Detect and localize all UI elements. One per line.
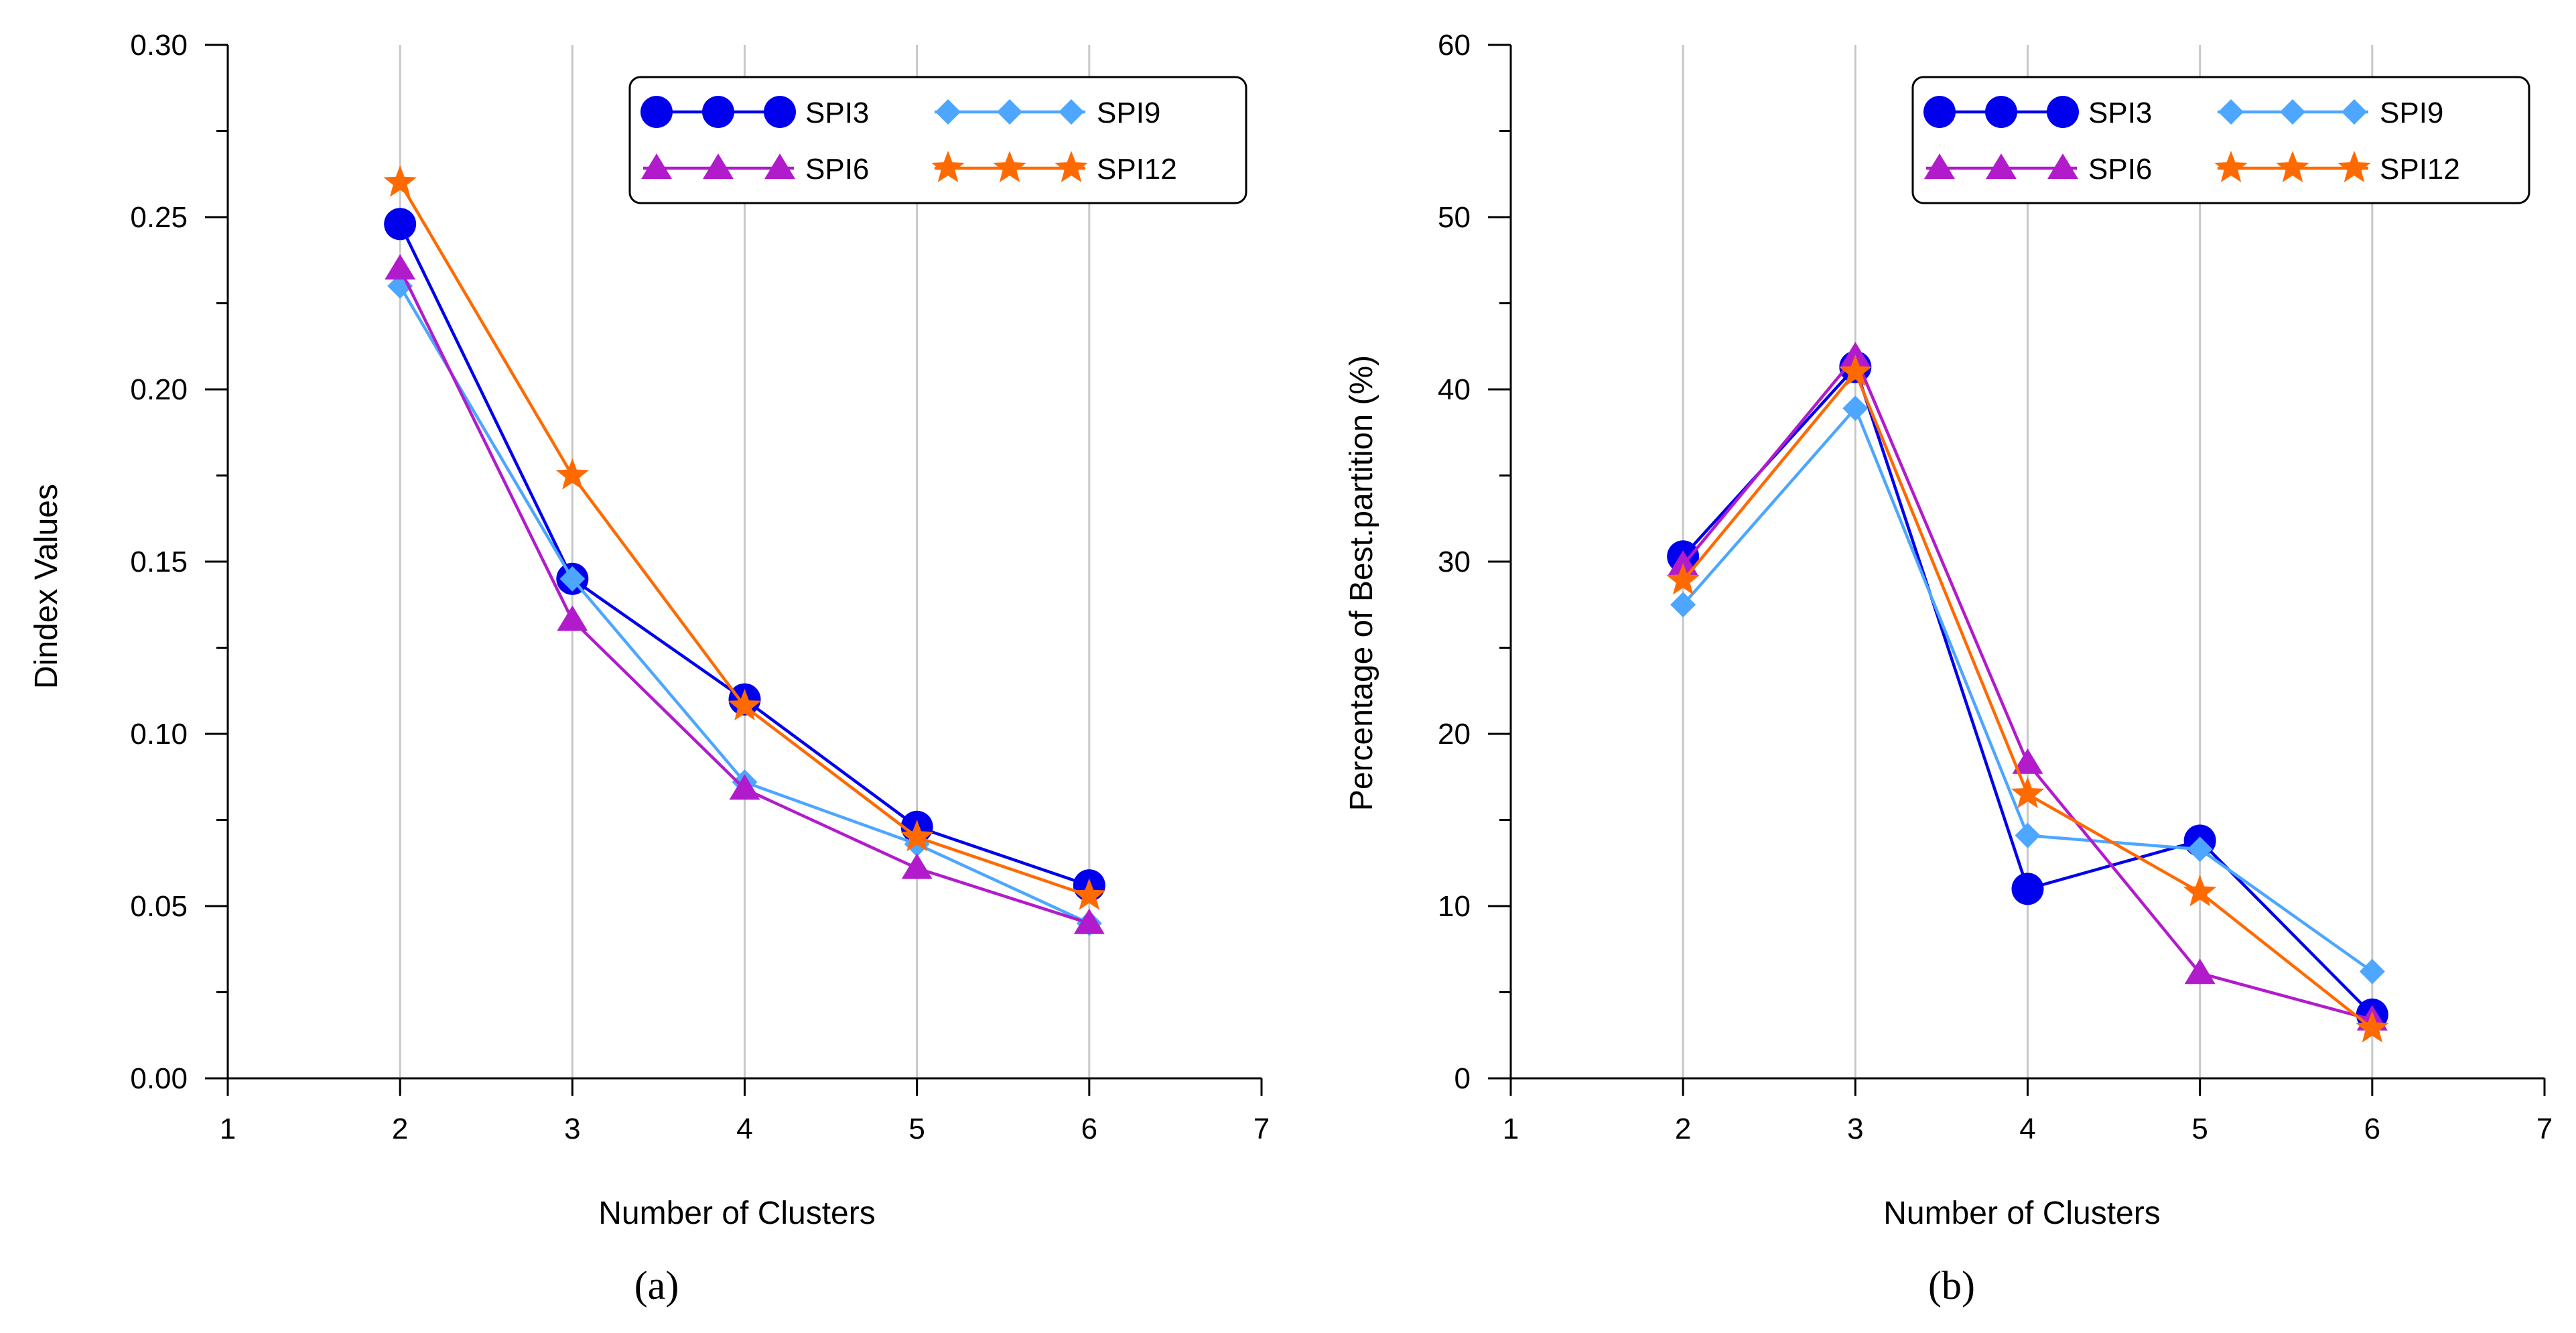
c0-legend-label-spi6: SPI6 [805, 153, 869, 186]
c1-point-spi9-3 [2187, 836, 2213, 863]
c1-x-tick-label-1: 2 [1675, 1113, 1691, 1145]
c1-point-spi9-2 [2015, 822, 2041, 848]
c0-y-tick-label-0: 0.00 [130, 1062, 188, 1095]
c1-legend-marker-spi12-0 [2214, 151, 2248, 182]
c1-point-spi9-0 [1670, 592, 1696, 618]
c1-legend-label-spi9: SPI9 [2380, 97, 2443, 129]
c0-legend-label-spi9: SPI9 [1097, 97, 1160, 129]
c0-legend-marker-spi6-1 [703, 153, 734, 179]
y-axis-label-b: Percentage of Best.partition (%) [1344, 355, 1379, 811]
c1-point-spi3-2 [2011, 873, 2044, 905]
c1-legend-label-spi6: SPI6 [2088, 153, 2152, 186]
c0-legend-marker-spi9-2 [1059, 99, 1084, 125]
c0-point-spi6-0 [385, 254, 416, 280]
c0-point-spi6-3 [901, 853, 933, 879]
panel-label-a: (a) [634, 1263, 679, 1308]
c1-legend-marker-spi3-2 [2047, 96, 2079, 128]
c0-legend-marker-spi3-2 [764, 96, 796, 128]
c1-x-tick-label-2: 3 [1847, 1113, 1863, 1145]
panel-label-b: (b) [1928, 1263, 1975, 1308]
c1-point-spi12-4 [2356, 1011, 2389, 1043]
c0-point-spi12-1 [555, 458, 590, 490]
c0-point-spi6-1 [557, 605, 588, 631]
c0-y-tick-label-2: 0.10 [130, 718, 188, 751]
c1-y-tick-label-5: 50 [1438, 201, 1471, 234]
c1-point-spi9-1 [1842, 395, 1869, 422]
c1-legend-marker-spi6-0 [1924, 153, 1955, 179]
c0-x-tick-label-1: 2 [392, 1113, 408, 1145]
c1-x-tick-label-4: 5 [2191, 1113, 2208, 1145]
c1-legend-label-spi3: SPI3 [2088, 97, 2152, 129]
c0-x-tick-label-6: 7 [1253, 1113, 1270, 1145]
c0-x-tick-label-4: 5 [908, 1113, 925, 1145]
panel-a: Dindex Values Number of Clusters (a) 1 2 3… [29, 29, 1270, 1308]
c0-x-tick-label-3: 4 [736, 1113, 752, 1145]
c1-legend-marker-spi3-1 [1985, 96, 2017, 128]
c1-point-spi6-3 [2184, 958, 2216, 985]
c0-legend-label-spi12: SPI12 [1097, 153, 1177, 186]
c1-point-spi12-1 [1838, 355, 1873, 387]
c0-legend-marker-spi6-0 [641, 153, 672, 179]
c0-y-tick-label-3: 0.15 [130, 546, 188, 578]
c0-legend-marker-spi6-2 [764, 153, 795, 179]
x-axis-label-a: Number of Clusters [598, 1196, 875, 1231]
c1-point-spi9-4 [2359, 958, 2385, 985]
c0-point-spi6-4 [1073, 908, 1105, 934]
c1-legend-marker-spi6-2 [2047, 153, 2078, 179]
c0-legend-marker-spi3-1 [702, 96, 734, 128]
c0-y-tick-label-5: 0.25 [130, 201, 188, 234]
c0-legend-marker-spi3-0 [640, 96, 673, 128]
c0-legend-marker-spi12-0 [931, 151, 965, 182]
c0-y-tick-label-1: 0.05 [130, 890, 188, 923]
panel-b: Percentage of Best.partition (%) Number … [1344, 29, 2553, 1308]
c0-legend-label-spi3: SPI3 [805, 97, 869, 129]
c1-y-tick-label-0: 0 [1454, 1062, 1471, 1095]
x-axis-label-b: Number of Clusters [1883, 1196, 2160, 1231]
c1-x-tick-label-6: 7 [2536, 1113, 2553, 1145]
c1-legend-marker-spi6-1 [1986, 153, 2017, 179]
c1-point-spi12-0 [1666, 563, 1700, 595]
c1-y-tick-label-3: 30 [1438, 546, 1471, 578]
c0-legend-marker-spi9-1 [997, 99, 1022, 125]
c0-x-tick-label-2: 3 [564, 1113, 580, 1145]
c1-x-tick-label-0: 1 [1503, 1113, 1519, 1145]
y-axis-label-a: Dindex Values [29, 484, 64, 689]
c0-legend-marker-spi12-2 [1055, 151, 1088, 182]
c1-y-tick-label-1: 10 [1438, 890, 1471, 923]
c0-point-spi12-4 [1073, 878, 1106, 910]
c0-x-tick-label-0: 1 [220, 1113, 236, 1145]
c0-point-spi9-1 [559, 566, 586, 592]
c1-legend-marker-spi3-0 [1923, 96, 1956, 128]
c0-point-spi12-3 [900, 820, 934, 852]
c1-y-tick-label-4: 40 [1438, 373, 1471, 406]
c0-point-spi6-2 [729, 774, 760, 800]
c0-legend-marker-spi12-1 [993, 151, 1026, 182]
c1-x-tick-label-3: 4 [2019, 1113, 2035, 1145]
c0-point-spi12-2 [728, 688, 762, 720]
c1-legend-marker-spi9-2 [2342, 99, 2367, 125]
c1-legend-marker-spi9-0 [2218, 99, 2244, 125]
c1-legend-marker-spi12-1 [2276, 151, 2309, 182]
c0-point-spi3-0 [384, 208, 417, 241]
c1-y-tick-label-6: 60 [1438, 29, 1471, 62]
c1-y-tick-label-2: 20 [1438, 718, 1471, 751]
c0-legend-marker-spi9-0 [935, 99, 961, 125]
c1-legend-marker-spi12-2 [2337, 151, 2371, 182]
c0-y-tick-label-4: 0.20 [130, 373, 188, 406]
c1-point-spi6-2 [2012, 748, 2043, 774]
c1-point-spi12-2 [2011, 777, 2045, 808]
c0-y-tick-label-6: 0.30 [130, 29, 188, 62]
c1-point-spi12-3 [2183, 875, 2217, 907]
c0-x-tick-label-5: 6 [1081, 1113, 1097, 1145]
c0-point-spi12-0 [383, 165, 417, 197]
c1-legend-label-spi12: SPI12 [2380, 153, 2460, 186]
c1-legend-marker-spi9-1 [2280, 99, 2305, 125]
c1-point-spi6-1 [1840, 342, 1871, 368]
c1-x-tick-label-5: 6 [2364, 1113, 2380, 1145]
